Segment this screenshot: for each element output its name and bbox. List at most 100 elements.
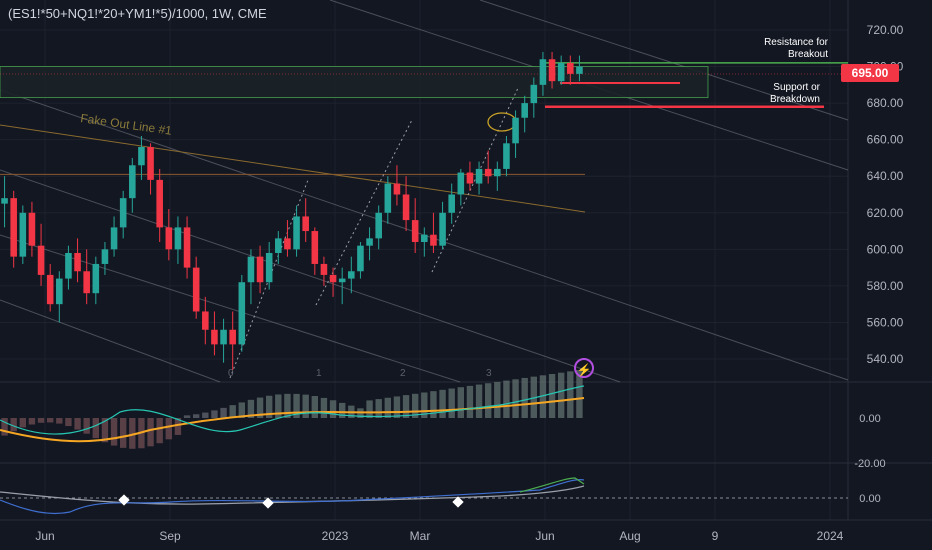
histogram-bar — [411, 393, 419, 418]
osc1-tick-label: 0.00 — [859, 413, 880, 425]
candle-body — [1, 198, 8, 204]
histogram-bar — [338, 402, 346, 418]
price-tick-label: 540.00 — [867, 352, 904, 366]
candle-body — [302, 216, 309, 232]
candle-body — [165, 227, 173, 250]
price-tick-label: 720.00 — [867, 23, 904, 37]
candle-body — [293, 216, 300, 250]
histogram-bar — [375, 399, 382, 418]
histogram-bar — [284, 393, 291, 418]
wave-label: 3 — [486, 368, 492, 379]
histogram-bar — [320, 397, 328, 418]
current-price-tag: 695.00 — [841, 64, 899, 82]
wave-label: 2 — [400, 368, 406, 379]
histogram-bar — [311, 396, 319, 418]
signal-diamond — [262, 497, 274, 509]
histogram-bar — [147, 418, 154, 447]
candle-body — [357, 245, 364, 272]
candle-body — [548, 59, 556, 82]
candle-body — [384, 183, 392, 213]
candle-body — [329, 274, 337, 283]
histogram-bar — [539, 375, 547, 418]
histogram-bar — [110, 418, 118, 446]
histogram-bar — [101, 418, 109, 443]
candle-body — [138, 146, 145, 166]
histogram-bar — [92, 418, 100, 439]
lightning-icon[interactable]: ⚡ — [574, 358, 594, 378]
histogram-bar — [46, 418, 54, 423]
candle-body — [348, 271, 355, 279]
histogram-bar — [119, 418, 127, 448]
symbol-title[interactable]: (ES1!*50+NQ1!*20+YM1!*5)/1000, 1W, CME — [8, 6, 267, 21]
histogram-bar — [421, 392, 428, 418]
price-tick-label: 680.00 — [867, 96, 904, 110]
price-tick-label: 600.00 — [867, 242, 904, 256]
price-tick-label: 560.00 — [867, 315, 904, 329]
candle-body — [119, 198, 127, 228]
candle-body — [28, 212, 36, 246]
candle-body — [37, 245, 45, 275]
histogram-bar — [10, 418, 17, 432]
histogram-bar — [74, 418, 81, 430]
histogram-bar — [265, 395, 273, 418]
candle-body — [275, 238, 282, 253]
histogram-bar — [457, 387, 465, 418]
histogram-bar — [475, 384, 483, 418]
histogram-bar — [83, 418, 90, 434]
candle-body — [10, 198, 17, 257]
histogram-bar — [275, 394, 282, 418]
time-tick-label: Aug — [619, 529, 640, 543]
candle-body — [475, 168, 483, 184]
histogram-bar — [484, 383, 492, 418]
histogram-bar — [548, 374, 556, 418]
candle-body — [402, 194, 410, 221]
channel-line — [479, 0, 849, 121]
price-tick-label: 660.00 — [867, 133, 904, 147]
candle-body — [183, 227, 191, 268]
oscillator-pane-1 — [0, 370, 585, 449]
candle-body — [338, 278, 346, 283]
histogram-bar — [156, 418, 163, 444]
histogram-bar — [65, 418, 72, 427]
candle-body — [567, 62, 574, 74]
candle-body — [311, 231, 319, 264]
time-tick-label: Sep — [159, 529, 181, 543]
candle-body — [74, 252, 81, 272]
histogram-bar — [439, 389, 446, 418]
candle-body — [530, 84, 538, 104]
time-tick-label: 2024 — [817, 529, 844, 543]
histogram-bar — [229, 405, 236, 418]
histogram-bar — [183, 415, 191, 418]
price-tick-label: 580.00 — [867, 279, 904, 293]
resistance-annotation[interactable]: Resistance for Breakout — [764, 37, 828, 60]
candle-body — [101, 249, 109, 264]
osc2-tick-label: 0.00 — [859, 493, 880, 505]
candle-body — [247, 256, 255, 283]
histogram-bar — [366, 400, 373, 418]
candle-body — [393, 183, 401, 195]
candle-body — [56, 278, 63, 305]
candle-body — [202, 311, 209, 330]
candle-body — [92, 263, 100, 294]
candles — [1, 51, 583, 370]
signal-diamond — [452, 496, 464, 508]
histogram-bar — [393, 396, 401, 418]
candle-body — [539, 59, 547, 85]
candle-body — [83, 271, 90, 294]
time-tick-label: 9 — [712, 529, 719, 543]
wave-label: 0 — [228, 368, 234, 379]
fakeout-line — [0, 124, 586, 213]
histogram-bar — [384, 397, 392, 418]
time-tick-label: Mar — [410, 529, 431, 543]
histogram-bar — [165, 418, 173, 440]
candle-body — [220, 329, 227, 345]
time-tick-label: Jun — [35, 529, 54, 543]
candle-body — [430, 234, 437, 246]
candle-body — [211, 329, 218, 345]
histogram-bar — [192, 414, 200, 418]
channel-line — [0, 299, 221, 383]
candle-body — [46, 274, 54, 305]
histogram-bar — [202, 412, 209, 418]
support-annotation[interactable]: Support or Breakdown — [769, 82, 820, 105]
